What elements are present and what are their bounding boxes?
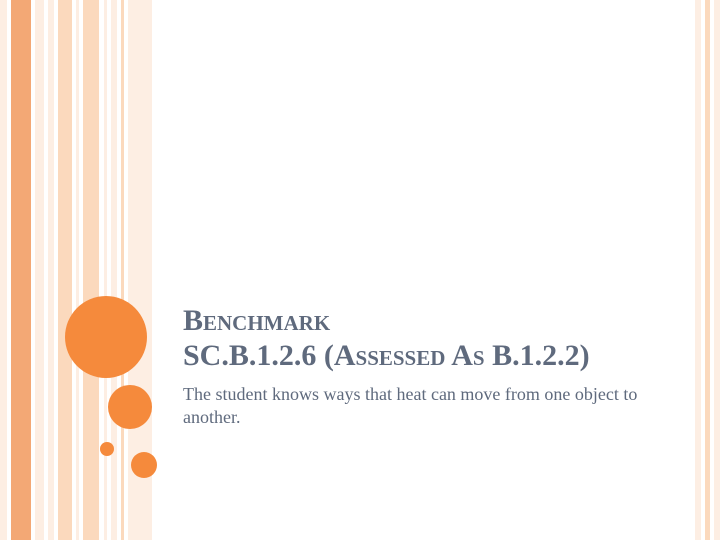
- decorative-circle: [65, 296, 147, 378]
- decorative-circle: [108, 385, 152, 429]
- decorative-stripe: [76, 0, 79, 540]
- decorative-stripe: [111, 0, 117, 540]
- decorative-circle: [131, 452, 157, 478]
- slide-title: Benchmark SC.B.1.2.6 (Assessed As B.1.2.…: [183, 304, 693, 373]
- decorative-stripe: [714, 0, 720, 540]
- decorative-circle: [100, 442, 114, 456]
- title-line-2: SC.B.1.2.6 (Assessed As B.1.2.2): [183, 339, 590, 372]
- decorative-stripe: [705, 0, 710, 540]
- slide: Benchmark SC.B.1.2.6 (Assessed As B.1.2.…: [0, 0, 720, 540]
- decorative-stripe: [35, 0, 44, 540]
- decorative-stripe: [48, 0, 54, 540]
- decorative-stripe: [83, 0, 99, 540]
- title-line-1: Benchmark: [183, 304, 330, 337]
- decorative-stripe: [695, 0, 701, 540]
- decorative-stripe: [0, 0, 7, 540]
- slide-subtitle: The student knows ways that heat can mov…: [183, 383, 653, 430]
- decorative-stripe: [121, 0, 124, 540]
- decorative-stripe: [104, 0, 107, 540]
- decorative-stripe: [11, 0, 31, 540]
- decorative-stripe: [58, 0, 72, 540]
